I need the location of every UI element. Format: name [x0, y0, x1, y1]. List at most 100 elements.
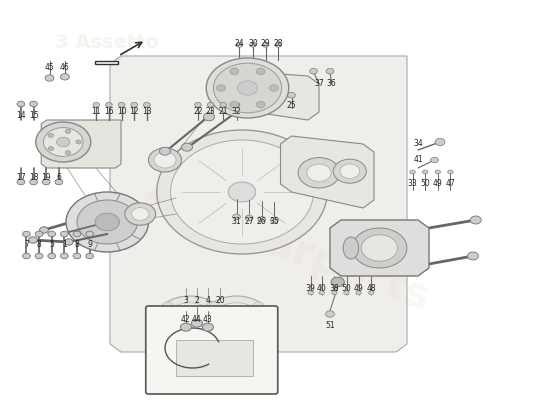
Circle shape [331, 277, 344, 287]
Circle shape [36, 122, 91, 162]
Text: 18: 18 [29, 174, 38, 182]
Circle shape [48, 231, 56, 237]
Text: 38: 38 [329, 284, 339, 293]
Circle shape [17, 179, 25, 185]
Circle shape [220, 102, 227, 107]
Circle shape [17, 101, 25, 107]
Circle shape [57, 137, 70, 147]
Circle shape [29, 237, 37, 243]
Circle shape [180, 323, 191, 331]
Circle shape [271, 217, 278, 223]
Text: 48: 48 [366, 284, 376, 293]
Circle shape [55, 179, 63, 185]
Circle shape [182, 143, 192, 151]
Circle shape [40, 227, 48, 233]
Circle shape [163, 303, 216, 341]
Circle shape [256, 68, 265, 74]
Text: 23: 23 [206, 108, 216, 116]
Text: 22: 22 [193, 108, 203, 116]
Circle shape [131, 102, 138, 107]
Circle shape [448, 170, 453, 174]
Text: 15: 15 [29, 112, 38, 120]
Circle shape [210, 303, 263, 341]
Text: 39: 39 [306, 284, 316, 293]
Text: 11: 11 [91, 108, 101, 116]
Text: 27: 27 [244, 218, 254, 226]
Text: 3: 3 [184, 296, 188, 305]
Circle shape [288, 92, 295, 98]
Text: 25: 25 [287, 102, 296, 110]
Text: 50: 50 [342, 284, 351, 293]
Circle shape [332, 291, 337, 295]
Circle shape [356, 291, 361, 295]
Circle shape [253, 302, 264, 310]
Circle shape [217, 85, 226, 91]
Circle shape [35, 253, 43, 259]
Circle shape [233, 102, 240, 107]
Text: 21: 21 [218, 108, 228, 116]
Text: 31: 31 [232, 218, 241, 226]
Text: 14: 14 [16, 112, 26, 120]
Circle shape [326, 311, 334, 317]
Circle shape [361, 235, 398, 261]
Circle shape [253, 334, 264, 342]
Circle shape [468, 252, 478, 260]
Text: 43: 43 [203, 316, 213, 324]
Circle shape [48, 134, 53, 138]
Circle shape [35, 231, 43, 237]
Circle shape [86, 231, 94, 237]
Text: 34: 34 [413, 140, 423, 148]
Circle shape [352, 228, 407, 268]
Bar [176, 340, 253, 376]
Circle shape [250, 42, 256, 47]
Text: 2: 2 [195, 296, 199, 305]
Circle shape [65, 129, 71, 133]
Text: 32: 32 [232, 108, 241, 116]
Circle shape [131, 208, 149, 220]
Text: 47: 47 [446, 180, 455, 188]
Polygon shape [330, 220, 429, 276]
Circle shape [310, 68, 317, 74]
Text: 36: 36 [327, 80, 337, 88]
Circle shape [410, 170, 415, 174]
Text: 37: 37 [314, 80, 324, 88]
Circle shape [207, 102, 214, 107]
Text: 49: 49 [354, 284, 364, 293]
Circle shape [118, 102, 125, 107]
Text: 50: 50 [420, 180, 430, 188]
Circle shape [60, 253, 68, 259]
Text: 19: 19 [41, 174, 51, 182]
Text: 20: 20 [215, 296, 225, 305]
Circle shape [157, 130, 327, 254]
Text: 42: 42 [181, 316, 191, 324]
Circle shape [333, 248, 371, 276]
Text: 30: 30 [248, 40, 258, 48]
Circle shape [435, 170, 441, 174]
Circle shape [162, 302, 173, 310]
Circle shape [431, 157, 438, 163]
Circle shape [42, 179, 50, 185]
Circle shape [170, 140, 314, 244]
Text: 40: 40 [317, 284, 327, 293]
Circle shape [206, 58, 289, 118]
Circle shape [23, 231, 30, 237]
Text: 5: 5 [50, 240, 54, 249]
Circle shape [148, 148, 182, 172]
Circle shape [64, 239, 73, 245]
Circle shape [65, 151, 71, 155]
Text: 1: 1 [62, 240, 67, 249]
Circle shape [230, 68, 239, 74]
Text: 8: 8 [75, 240, 79, 249]
Ellipse shape [343, 237, 359, 259]
Circle shape [339, 252, 365, 272]
Circle shape [470, 216, 481, 224]
Circle shape [23, 253, 30, 259]
Text: 45: 45 [45, 64, 54, 72]
Circle shape [206, 302, 217, 310]
Text: 3 Assetto: 3 Assetto [55, 33, 159, 52]
Circle shape [86, 253, 94, 259]
Circle shape [275, 42, 282, 47]
Circle shape [77, 200, 138, 244]
Text: 16: 16 [104, 108, 114, 116]
Circle shape [209, 334, 220, 342]
